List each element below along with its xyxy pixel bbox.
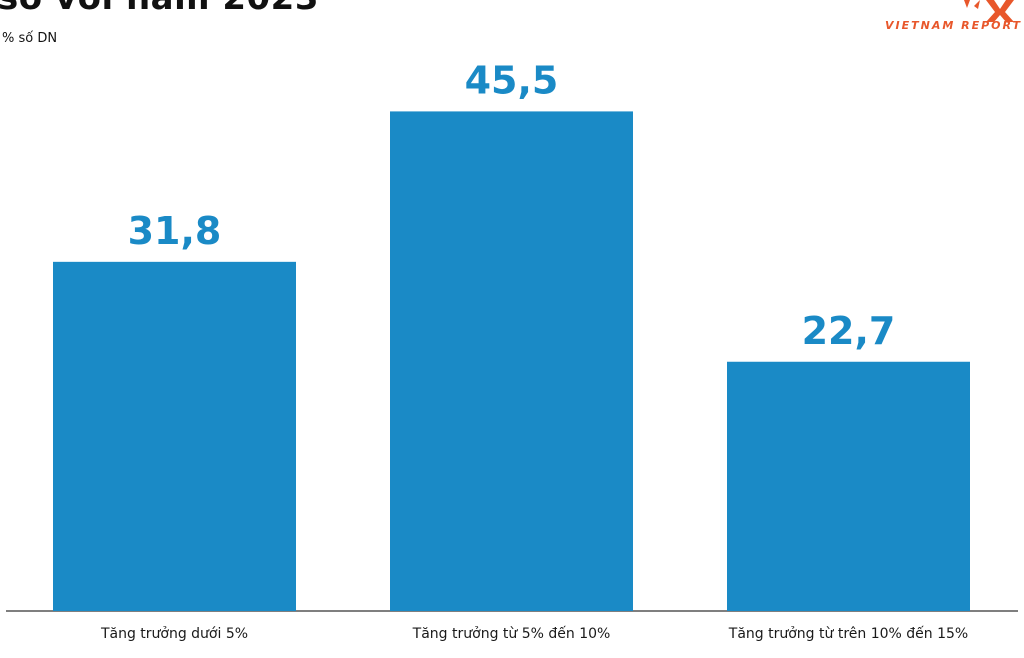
logo-mark-icon bbox=[964, 0, 1014, 22]
vietnam-report-logo: VIETNAM REPORT bbox=[864, 0, 1024, 40]
bar-1 bbox=[53, 261, 296, 611]
bar-value-label-3: 22,7 bbox=[802, 309, 896, 353]
bars-layer: 31,8 Tăng trưởng dưới 5% 45,5 Tăng trưởng t… bbox=[53, 58, 970, 642]
bar-value-label-2: 45,5 bbox=[465, 58, 559, 102]
category-label-3: Tăng trưởng từ trên 10% đến 15% bbox=[728, 625, 968, 642]
chart-title: so voi nam 2023 bbox=[0, 0, 319, 18]
unit-label: % số DN bbox=[2, 31, 58, 46]
logo-text: VIETNAM REPORT bbox=[885, 19, 1022, 32]
bar-value-label-1: 31,8 bbox=[128, 209, 222, 253]
bar-2 bbox=[390, 111, 633, 611]
category-label-1: Tăng trưởng dưới 5% bbox=[100, 626, 248, 642]
category-label-2: Tăng trưởng từ 5% đến 10% bbox=[412, 625, 611, 642]
bar-3 bbox=[727, 361, 970, 611]
